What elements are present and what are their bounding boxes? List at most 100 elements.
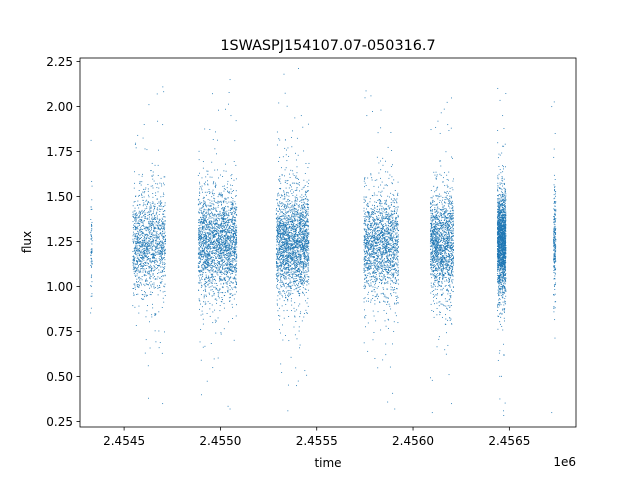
data-point — [220, 278, 222, 280]
data-point — [154, 268, 156, 270]
data-point — [276, 226, 278, 228]
data-point — [234, 232, 236, 234]
data-point — [91, 252, 93, 253]
data-point — [201, 221, 203, 223]
data-point — [206, 246, 208, 248]
data-point — [198, 234, 200, 236]
data-point — [225, 238, 227, 240]
data-point — [223, 211, 225, 213]
data-point — [280, 286, 282, 288]
data-point — [216, 260, 218, 261]
data-point — [294, 231, 295, 233]
data-point — [199, 258, 201, 260]
data-point — [302, 216, 304, 218]
data-point — [216, 244, 218, 246]
data-point — [138, 244, 140, 246]
data-point — [135, 219, 137, 221]
data-point — [210, 261, 212, 263]
data-point — [134, 225, 136, 227]
data-point — [280, 194, 282, 196]
data-point — [205, 181, 206, 183]
data-point — [224, 225, 226, 227]
data-point — [296, 183, 298, 185]
data-point — [210, 234, 212, 236]
data-point — [279, 225, 281, 227]
data-point — [227, 191, 229, 193]
data-point — [229, 192, 231, 194]
data-point — [150, 233, 152, 235]
data-point — [223, 328, 225, 330]
data-point — [153, 265, 155, 267]
data-point — [288, 220, 290, 222]
data-point — [235, 164, 237, 166]
data-point — [153, 261, 155, 263]
data-point — [162, 232, 164, 234]
data-point — [279, 298, 281, 300]
data-point — [295, 259, 297, 261]
data-point — [137, 238, 139, 240]
data-point — [234, 217, 236, 218]
data-point — [225, 248, 227, 250]
data-point — [199, 236, 201, 238]
data-point — [141, 290, 143, 291]
data-point — [139, 246, 141, 248]
data-point — [217, 177, 219, 179]
data-point — [148, 245, 150, 247]
data-point — [299, 255, 301, 257]
data-point — [143, 266, 145, 268]
data-point — [140, 221, 142, 223]
data-point — [203, 301, 204, 303]
scatter-points — [90, 68, 557, 416]
data-point — [151, 214, 153, 216]
data-point — [284, 207, 286, 209]
data-point — [296, 241, 297, 243]
data-point — [133, 294, 135, 296]
data-point — [202, 236, 204, 238]
data-point — [198, 243, 200, 245]
data-point — [300, 238, 302, 240]
data-point — [153, 209, 155, 211]
data-point — [132, 238, 134, 240]
data-point — [204, 282, 206, 284]
data-point — [146, 149, 148, 151]
data-point — [290, 169, 292, 171]
data-point — [214, 185, 216, 187]
data-point — [140, 220, 142, 221]
data-point — [278, 227, 280, 229]
data-point — [222, 267, 223, 269]
data-point — [200, 224, 202, 226]
data-point — [164, 253, 166, 255]
data-point — [144, 220, 145, 222]
data-point — [234, 209, 236, 211]
data-point — [231, 236, 233, 238]
data-point — [281, 248, 283, 250]
data-point — [290, 257, 292, 258]
data-point — [224, 278, 225, 280]
data-point — [133, 267, 135, 269]
data-point — [305, 192, 306, 194]
data-point — [199, 201, 201, 203]
data-point — [198, 253, 200, 255]
data-point — [163, 285, 165, 287]
data-point — [229, 267, 230, 269]
data-point — [302, 220, 304, 222]
data-point — [142, 294, 144, 296]
data-point — [212, 250, 214, 252]
data-point — [224, 292, 226, 294]
data-point — [157, 207, 159, 209]
data-point — [156, 230, 158, 232]
data-point — [157, 273, 159, 274]
data-point — [223, 216, 224, 218]
data-point — [219, 242, 221, 244]
data-point — [223, 213, 225, 215]
data-point — [232, 266, 234, 268]
data-point — [221, 254, 223, 256]
data-point — [300, 247, 302, 249]
data-point — [287, 211, 289, 213]
data-point — [276, 285, 278, 287]
data-point — [307, 211, 309, 213]
data-point — [208, 277, 210, 279]
data-point — [198, 234, 200, 236]
data-point — [200, 277, 202, 279]
data-point — [221, 264, 223, 266]
